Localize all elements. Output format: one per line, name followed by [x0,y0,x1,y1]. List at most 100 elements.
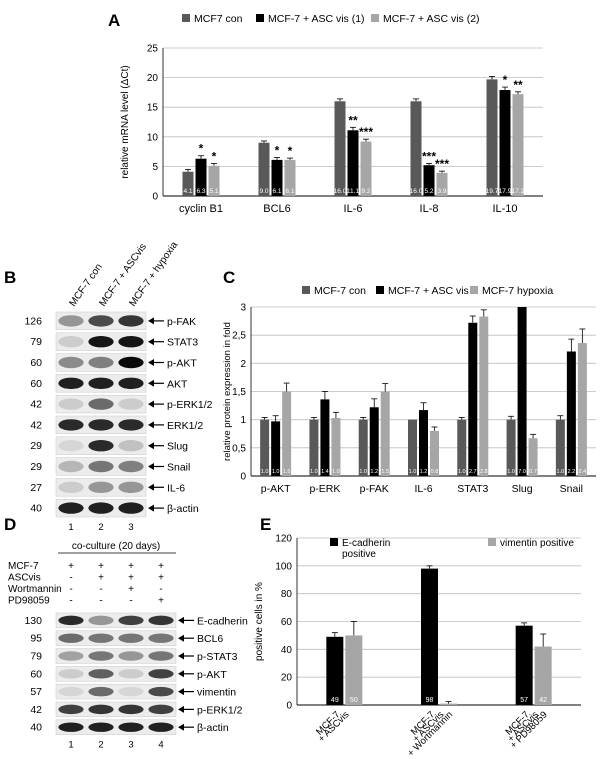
condition-sign: + [158,561,164,572]
y-axis-label: positive cells in % [254,582,265,661]
significance-stars: ** [513,78,523,92]
mw-marker: 42 [30,419,42,431]
band [118,633,144,643]
condition-sign: - [99,596,102,607]
blot-row-IL-6: 27 IL-6 [30,478,185,497]
condition-sign: + [128,561,134,572]
data-label: 49 [331,697,339,704]
arrow-head [148,504,154,512]
blot-row-vimentin: 57 vimentin [30,683,236,700]
band [58,440,84,452]
band-label: p-ERK1/2 [197,704,243,716]
legend-label: vimentin positive [500,538,574,549]
arrow-head [148,463,154,470]
bar-1-0 [258,142,270,196]
y-tick-label: 3 [240,303,246,314]
mw-marker: 29 [30,461,42,473]
legend-swatch [376,286,384,294]
bar-3-2 [436,172,448,196]
mw-marker: 60 [30,378,42,390]
y-tick-label: 5 [152,162,158,173]
band [118,704,144,715]
arrow-head [178,634,184,642]
band [58,336,84,348]
bar-4-0 [457,419,467,476]
bar-1-1 [271,159,283,196]
bar-0-1 [271,421,281,476]
arrow-head [148,421,154,429]
condition-sign: + [98,561,104,572]
band [58,704,84,715]
blot-row-STAT3: 79 STAT3 [30,332,198,351]
significance-stars: ** [348,113,358,127]
band [148,704,174,715]
lane-number: 3 [128,740,133,751]
bar-4-0 [486,79,498,196]
band-label: Slug [167,441,188,453]
significance-stars: * [199,142,204,156]
y-tick-label: 0 [240,472,246,483]
x-tick-label: STAT3 [457,483,488,495]
band [118,419,144,431]
band [88,669,114,679]
band [58,356,84,369]
bar-2-2 [380,391,390,476]
condition-sign: - [69,596,72,607]
y-axis-label: relative mRNA level (ΔCt) [120,65,131,178]
mw-marker: 60 [30,357,42,369]
band [118,460,144,473]
band [118,440,144,452]
y-tick-label: 100 [275,561,292,572]
y-tick-label: 25 [147,44,159,55]
data-label: 1.0 [557,469,565,475]
data-label: 42 [539,697,547,704]
arrow-head [148,359,154,366]
bar-0-1 [195,158,207,196]
significance-stars: *** [359,125,373,139]
band [148,615,174,626]
data-label: 17.2 [512,188,525,195]
band [118,669,144,679]
x-tick-label: p-ERK [309,483,340,495]
band-label: vimentin [197,687,236,699]
y-tick-label: 0 [286,701,292,712]
arrow-head [148,483,154,491]
condition-label: Wortmannin [8,584,62,595]
data-label: 2.7 [469,469,477,475]
band-label: β-actin [197,722,229,734]
mw-marker: 40 [30,503,42,515]
data-label: 5.2 [424,188,433,195]
condition-sign: - [129,596,132,607]
data-label: 6.1 [272,188,281,195]
panel-label-b: B [4,268,16,287]
legend-label: positive [342,549,376,560]
condition-sign: + [158,573,164,584]
band [88,440,114,452]
bar-5-1 [517,307,527,476]
lane-number: 1 [68,740,73,751]
y-tick-label: 2 [240,359,246,370]
band-label: E-cadherin [197,615,248,627]
data-label: 6.1 [285,188,294,195]
condition-sign: - [99,584,102,595]
band [118,356,144,369]
panel-label-a: A [108,11,120,30]
blot-strip [55,701,177,718]
band [58,669,84,679]
legend-label: MCF-7 hypoxia [482,285,553,297]
band [58,419,84,431]
significance-stars: *** [422,149,436,163]
lane-number: 2 [98,740,103,751]
legend-swatch [488,538,496,546]
data-label: 4.1 [183,188,192,195]
lane-number: 1 [68,522,73,533]
band [118,481,144,493]
legend-label: MCF-7 con [314,285,366,297]
mw-marker: 27 [30,482,42,494]
band-label: ERK1/2 [167,420,203,432]
y-tick-label: 15 [147,103,159,114]
arrow-head [148,400,154,408]
band [88,615,114,626]
significance-stars: * [288,144,293,158]
